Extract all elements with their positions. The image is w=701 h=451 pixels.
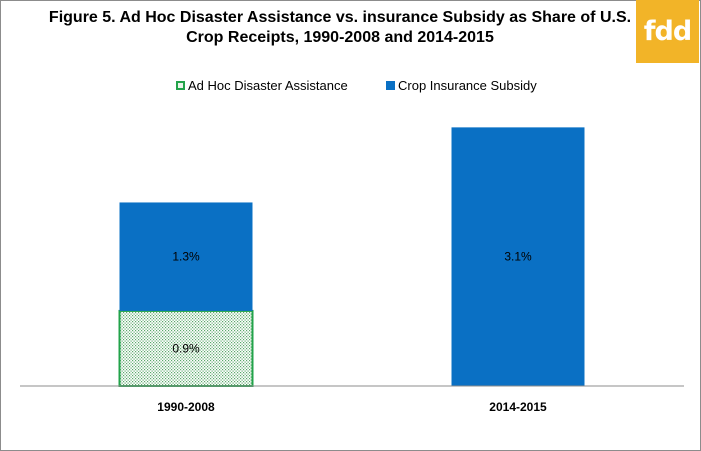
chart-title: Figure 5. Ad Hoc Disaster Assistance vs.… — [48, 9, 632, 46]
legend-item-crop-insurance: Crop Insurance Subsidy — [386, 78, 537, 93]
legend-swatch-ad-hoc — [176, 81, 185, 90]
bar-crop-insurance-2014-2015 — [451, 127, 585, 386]
legend: Ad Hoc Disaster Assistance Crop Insuranc… — [0, 78, 701, 96]
data-label-ad-hoc-1990-2008: 0.9% — [172, 341, 200, 355]
legend-label-ad-hoc: Ad Hoc Disaster Assistance — [188, 78, 348, 93]
x-tick-label-1990-2008: 1990-2008 — [157, 400, 215, 414]
legend-item-ad-hoc: Ad Hoc Disaster Assistance — [176, 78, 348, 93]
data-label-crop-insurance-1990-2008: 1.3% — [172, 250, 200, 264]
bar-crop-insurance-1990-2008 — [119, 202, 253, 311]
data-label-crop-insurance-2014-2015: 3.1% — [504, 250, 532, 264]
x-tick-label-2014-2015: 2014-2015 — [489, 400, 547, 414]
fdd-logo: fdd — [636, 0, 699, 63]
legend-label-crop-insurance: Crop Insurance Subsidy — [398, 78, 537, 93]
legend-swatch-crop-insurance — [386, 81, 395, 90]
